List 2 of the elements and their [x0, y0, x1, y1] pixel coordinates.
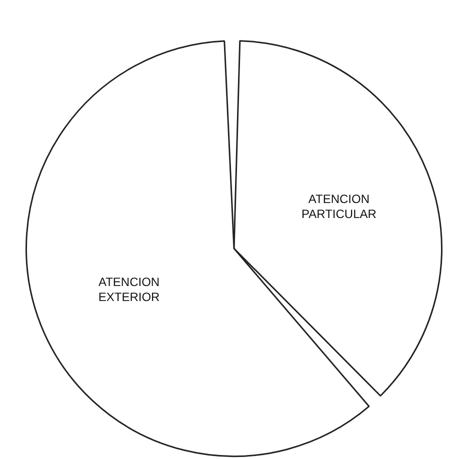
slice-label: ATENCION EXTERIOR	[98, 274, 160, 304]
slice-label: ATENCION PARTICULAR	[302, 192, 377, 221]
